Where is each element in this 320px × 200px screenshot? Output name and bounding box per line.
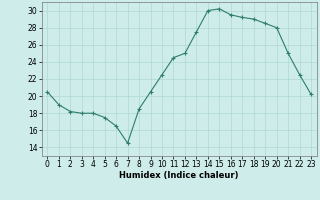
X-axis label: Humidex (Indice chaleur): Humidex (Indice chaleur) [119,171,239,180]
